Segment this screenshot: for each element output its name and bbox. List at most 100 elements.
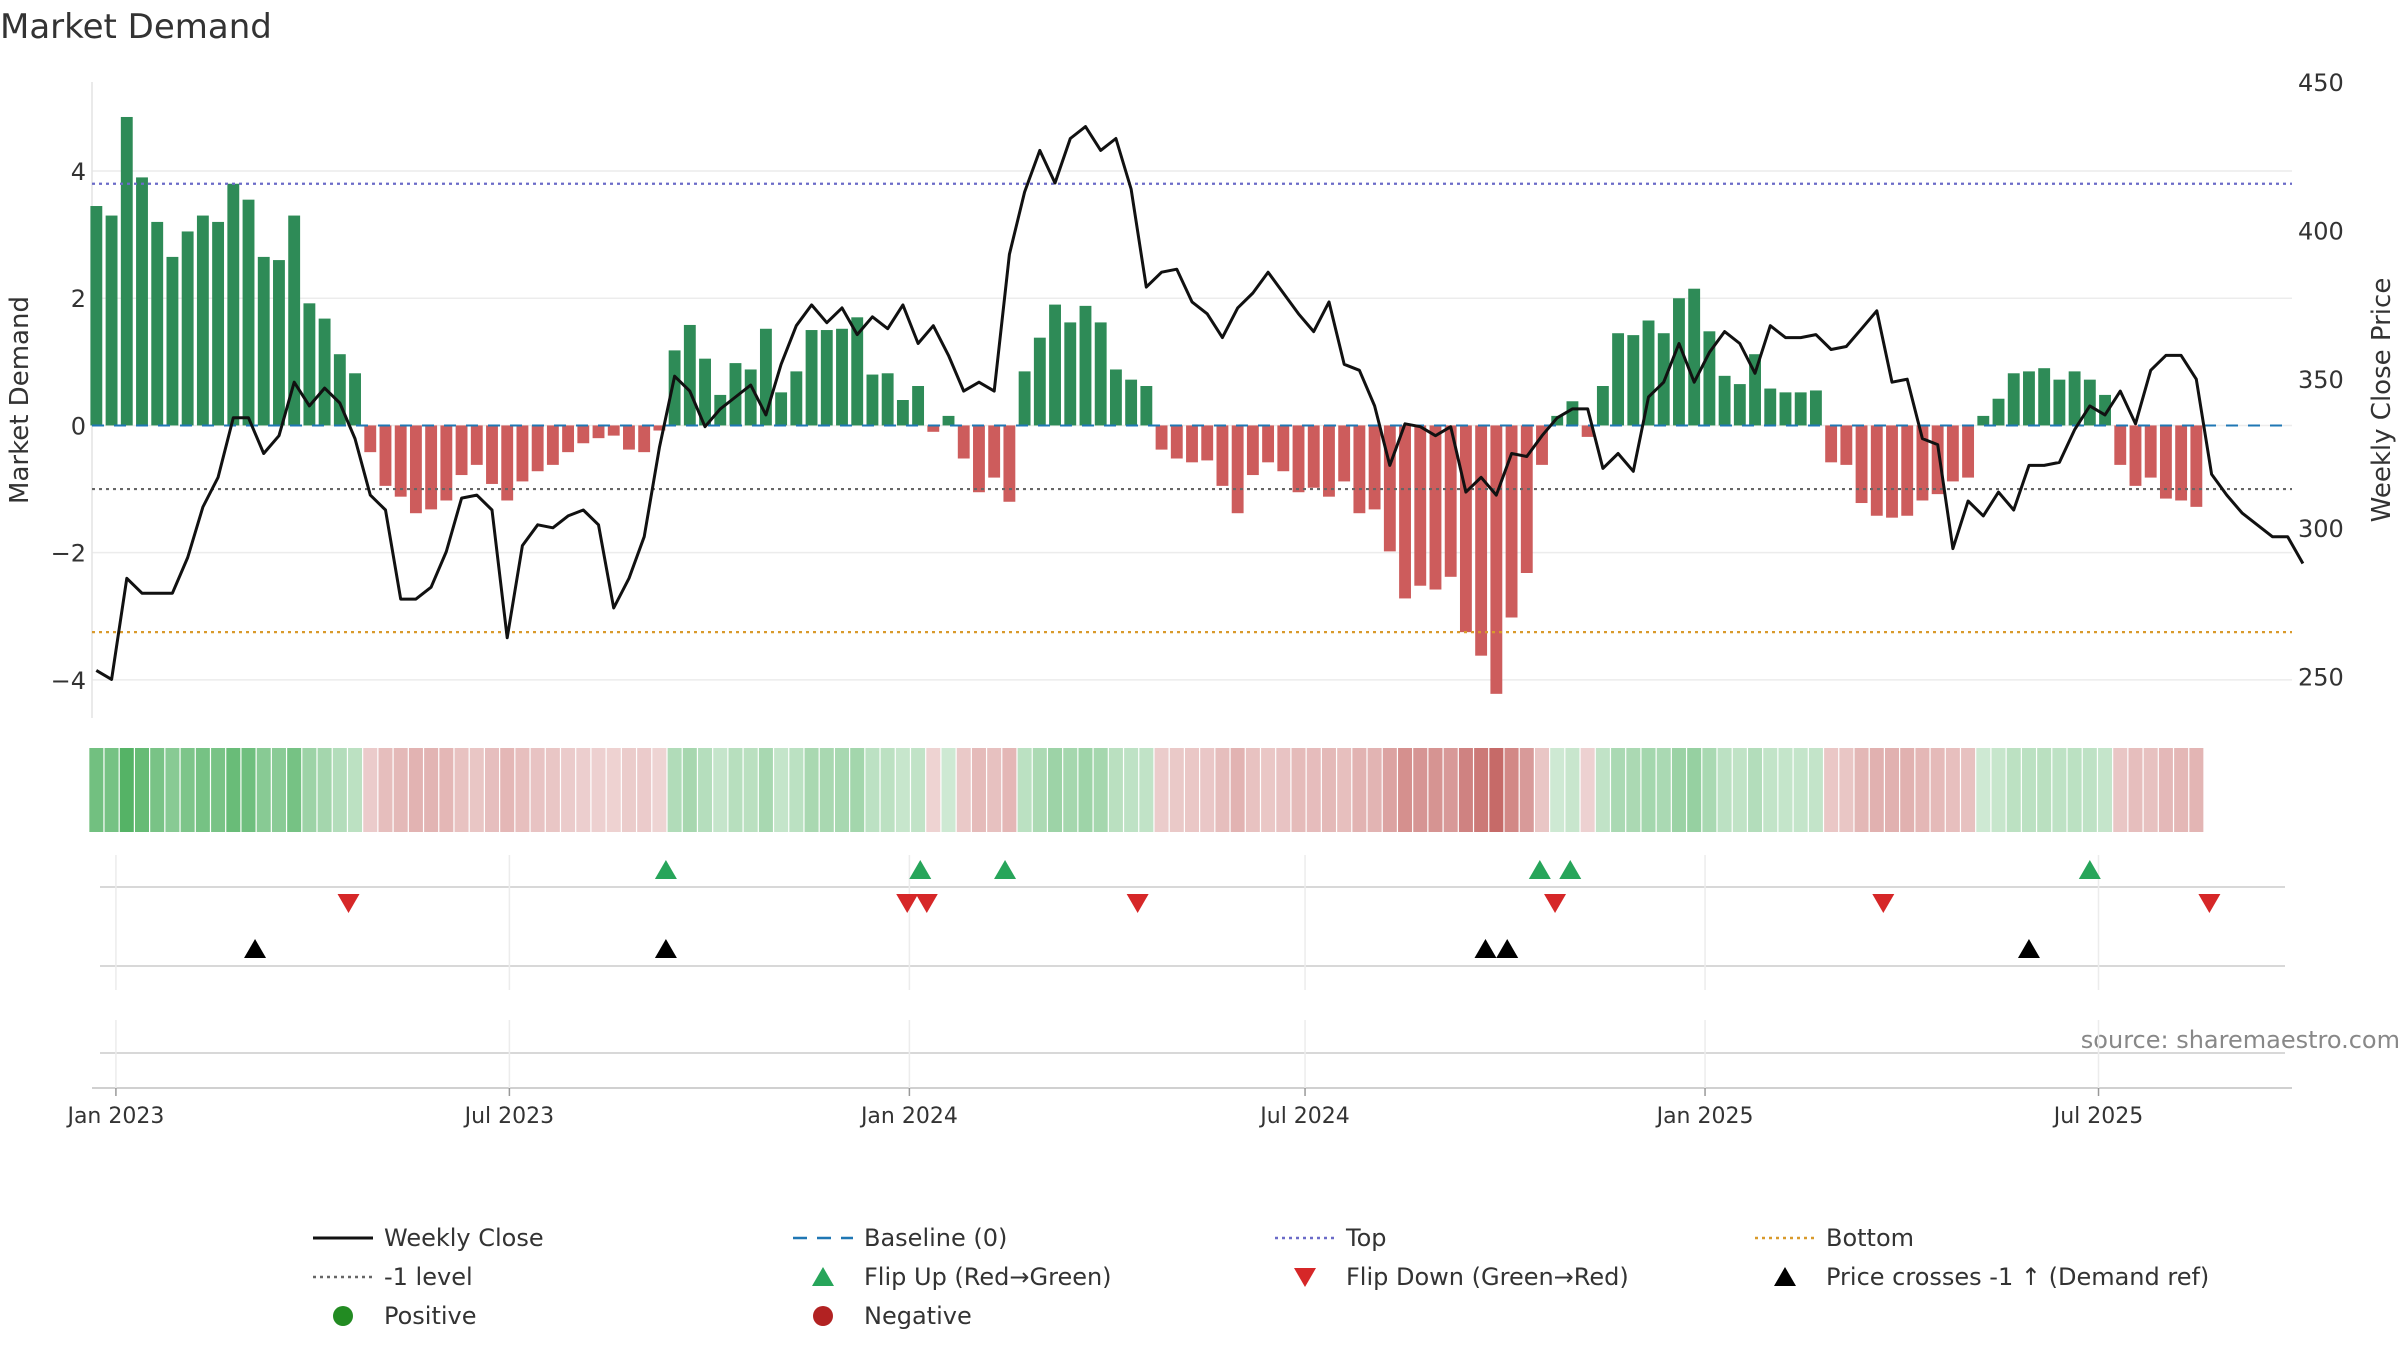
negative-demand-bar: [546, 425, 559, 465]
positive-demand-bar: [896, 400, 909, 426]
positive-demand-bar: [775, 392, 788, 426]
negative-demand-bar: [1399, 425, 1411, 599]
heatmap-cell: [1093, 748, 1108, 832]
heatmap-cell: [1428, 748, 1443, 832]
positive-demand-bar: [212, 221, 225, 426]
axis-ticks: 4 2 0 −2 −4 450 400 350 300 250 Jan 2023 Jul 2023 Ja…: [51, 69, 2344, 1129]
heatmap-cell: [1474, 748, 1489, 832]
x-tick-label: Jan 2023: [65, 1104, 164, 1129]
y2-axis-label: Weekly Close Price: [2367, 278, 2397, 523]
heatmap-cell: [1687, 748, 1702, 832]
negative-demand-bar: [927, 425, 940, 432]
heatmap-cell: [895, 748, 910, 832]
legend-flip-down-swatch: [1294, 1268, 1316, 1287]
positive-demand-bar: [303, 303, 316, 426]
negative-demand-bar: [1870, 425, 1883, 516]
heatmap-cell: [1961, 748, 1976, 832]
positive-demand-bar: [1703, 331, 1716, 426]
heatmap-cell: [256, 748, 271, 832]
heatmap-cell: [515, 748, 530, 832]
heatmap-cell: [1991, 748, 2006, 832]
negative-demand-bar: [440, 425, 453, 501]
heatmap-cell: [1915, 748, 1930, 832]
heatmap-cell: [1398, 748, 1413, 832]
legend-item: Weekly Close: [313, 1224, 544, 1252]
legend-item: Flip Up (Red→Green): [812, 1263, 1112, 1291]
heatmap-cell: [2143, 748, 2158, 832]
flip-up-marker: [2078, 860, 2101, 879]
heatmap-cell: [819, 748, 834, 832]
positive-demand-bar: [1718, 375, 1731, 426]
negative-demand-bar: [1338, 425, 1351, 482]
negative-demand-bar: [1581, 425, 1594, 437]
positive-demand-bar: [2099, 394, 2111, 426]
heatmap-cell: [1382, 748, 1397, 832]
heatmap-cell: [1504, 748, 1519, 832]
heatmap-cell: [2067, 748, 2082, 832]
heatmap-cell: [1337, 748, 1352, 832]
flip-up-marker: [1559, 860, 1582, 879]
positive-demand-bar: [1612, 333, 1625, 426]
heatmap-cell: [865, 748, 880, 832]
heatmap-cell: [1839, 748, 1854, 832]
negative-demand-bar: [1003, 425, 1016, 502]
heatmap-cell: [1671, 748, 1686, 832]
positive-demand-bar: [105, 215, 118, 426]
heatmap-cell: [439, 748, 454, 832]
flip-down-marker: [2198, 894, 2221, 913]
heatmap-cell: [758, 748, 773, 832]
legend-label: Negative: [864, 1302, 972, 1330]
weekly-close-line: [95, 125, 2305, 681]
heatmap-cell: [2189, 748, 2204, 832]
price-cross-marker: [1496, 939, 1519, 958]
heatmap-cell: [1611, 748, 1626, 832]
heatmap-cell: [1169, 748, 1184, 832]
heatmap-cell: [561, 748, 576, 832]
heatmap-cell: [1763, 748, 1778, 832]
negative-demand-bar: [1353, 425, 1366, 514]
legend-label: Flip Down (Green→Red): [1346, 1263, 1629, 1291]
negative-demand-bar: [1916, 425, 1929, 501]
heatmap-cell: [1641, 748, 1656, 832]
heatmap-cell: [1184, 748, 1200, 832]
negative-demand-bar: [1505, 425, 1518, 618]
negative-demand-bar: [1946, 425, 1959, 482]
weekly-close-series: [95, 125, 2305, 681]
heatmap-cell: [971, 748, 986, 832]
negative-demand-bar: [2159, 425, 2172, 499]
price-cross-marker: [244, 939, 267, 958]
heatmap-cell: [621, 748, 636, 832]
heatmap-cell: [728, 748, 743, 832]
heatmap-cell: [1306, 748, 1321, 832]
negative-demand-bar: [1368, 425, 1381, 510]
negative-demand-bar: [394, 425, 407, 497]
positive-demand-bar: [1992, 398, 2005, 426]
positive-demand-bar: [759, 328, 772, 426]
negative-demand-bar: [1414, 425, 1427, 586]
heatmap-cell: [1778, 748, 1793, 832]
legend-label: Price crosses -1 ↑ (Demand ref): [1826, 1263, 2209, 1291]
positive-demand-bar: [2007, 373, 2020, 426]
heatmap-cell: [1245, 748, 1260, 832]
negative-demand-bar: [2129, 425, 2142, 486]
negative-demand-bar: [1216, 425, 1229, 486]
positive-demand-bar: [1018, 371, 1031, 426]
negative-demand-bar: [577, 425, 590, 444]
x-tick-label: Jan 2024: [859, 1104, 958, 1129]
heatmap-cell: [1808, 748, 1823, 832]
heatmap-cell: [637, 748, 652, 832]
negative-demand-bar: [1323, 425, 1335, 497]
y2-tick-label: 400: [2298, 218, 2344, 246]
event-markers: [244, 860, 2221, 958]
negative-demand-bar: [1490, 425, 1503, 694]
heatmap-cell: [713, 748, 728, 832]
y2-tick-label: 450: [2298, 69, 2344, 97]
heatmap-cell: [271, 748, 286, 832]
positive-demand-bar: [181, 231, 194, 426]
negative-demand-bar: [1840, 425, 1853, 465]
heatmap-cell: [2158, 748, 2173, 832]
legend-label: Top: [1345, 1224, 1387, 1252]
heatmap-cell: [469, 748, 484, 832]
negative-demand-bar: [1201, 425, 1214, 461]
